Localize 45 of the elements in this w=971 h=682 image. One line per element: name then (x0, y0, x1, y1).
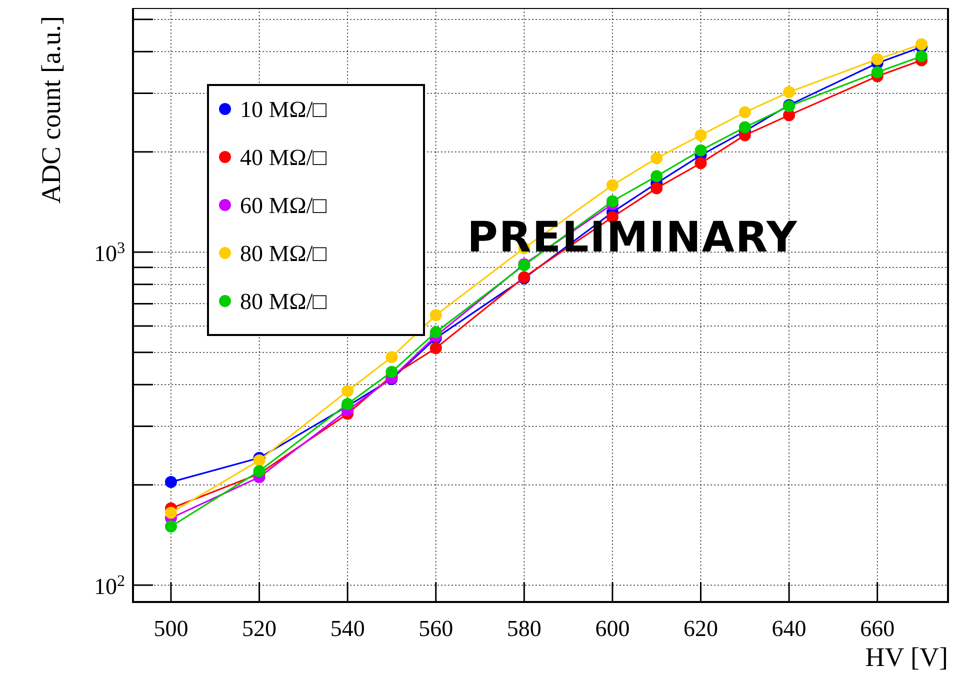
x-tick-label: 620 (684, 616, 718, 641)
point (650, 182, 663, 194)
point (253, 465, 266, 478)
x-tick-label: 640 (772, 616, 806, 641)
legend-label: 40 MΩ/□ (240, 145, 327, 170)
point (606, 179, 618, 192)
point (253, 454, 266, 466)
x-tick-label: 540 (330, 616, 365, 641)
point (164, 476, 177, 488)
legend-label: 10 MΩ/□ (240, 97, 327, 122)
point (694, 129, 707, 142)
point (430, 326, 442, 338)
point (871, 53, 884, 66)
point (871, 66, 884, 78)
x-tick-label: 560 (418, 616, 454, 641)
point (916, 50, 928, 62)
point (694, 144, 707, 156)
point (694, 157, 707, 170)
legend-label: 80 MΩ/□ (240, 289, 327, 314)
point (916, 38, 928, 50)
point (386, 366, 398, 378)
x-tick-label: 600 (595, 616, 630, 641)
point (430, 309, 442, 322)
point (164, 506, 177, 519)
x-tick-label: 500 (154, 616, 188, 641)
point (606, 195, 618, 208)
y-tick-label: 10$^{3}$ (94, 240, 125, 266)
point (738, 121, 751, 134)
point (386, 351, 398, 364)
x-axis-title: HV [V] (865, 642, 948, 672)
y-axis-title: ADC count [a.u.] (36, 16, 66, 204)
x-tick-label: 660 (860, 616, 895, 641)
point (164, 520, 177, 533)
point (430, 342, 442, 354)
point (738, 106, 751, 118)
point (650, 170, 663, 182)
x-tick-label: 580 (506, 616, 542, 641)
legend-label: 80 MΩ/□ (240, 241, 327, 266)
x-tick-label: 520 (242, 616, 277, 641)
point (783, 86, 796, 98)
legend-label: 60 MΩ/□ (240, 193, 327, 218)
y-tick-label: 10$^{2}$ (94, 572, 125, 600)
point (342, 398, 354, 410)
point (342, 384, 354, 397)
point (650, 152, 663, 164)
